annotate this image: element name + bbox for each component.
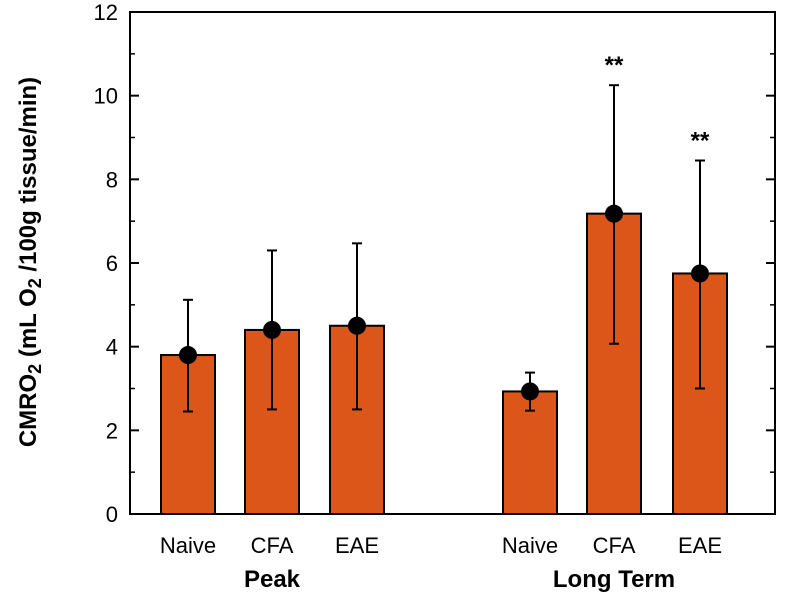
significance-marker: ** — [605, 52, 624, 79]
x-group-label: Long Term — [553, 566, 675, 593]
x-category-label: Naive — [160, 533, 216, 558]
mean-marker — [691, 264, 709, 283]
bar-long-term-eae — [672, 272, 728, 516]
bar-long-term-naive — [502, 390, 558, 516]
y-tick-label: 6 — [106, 251, 118, 276]
axes — [129, 11, 776, 515]
y-axis-title: CMRO2 (mL O2 /100g tissue/min) — [15, 77, 45, 447]
y-tick-label: 12 — [94, 0, 118, 25]
y-title-part-c: /100g tissue/min) — [15, 77, 42, 278]
mean-marker — [179, 346, 197, 365]
labels: 0 2 4 6 8 10 12 Naive CFA EAE Naive CFA ** EAE ** Peak L… — [94, 0, 723, 593]
x-category-label: EAE — [335, 533, 379, 558]
mean-marker — [605, 204, 623, 223]
y-title-part-b: (mL O — [15, 288, 42, 364]
mean-marker — [263, 320, 281, 339]
mean-marker — [521, 382, 539, 401]
x-category-label: CFA — [251, 533, 294, 558]
y-tick-label: 10 — [94, 84, 118, 109]
y-title-sub-b: 2 — [25, 278, 45, 288]
x-group-label: Peak — [244, 566, 301, 593]
x-category-label: EAE — [678, 533, 722, 558]
y-tick-label: 2 — [106, 418, 118, 443]
y-tick-label: 4 — [106, 335, 118, 360]
bars — [160, 212, 728, 516]
mean-markers — [179, 204, 709, 401]
y-tick-label: 8 — [106, 167, 118, 192]
x-category-label: CFA — [593, 533, 636, 558]
x-category-label: Naive — [502, 533, 558, 558]
y-tick-label: 0 — [106, 502, 118, 527]
mean-marker — [348, 316, 366, 335]
significance-marker: ** — [691, 128, 710, 155]
y-title-part-a: CMRO — [15, 374, 42, 447]
y-title-sub-a: 2 — [25, 364, 45, 374]
